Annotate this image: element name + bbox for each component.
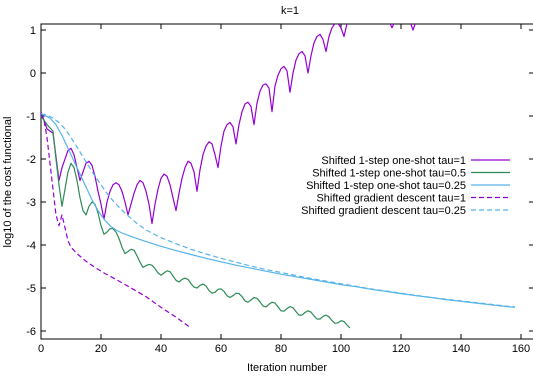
legend-label: Shifted gradient descent tau=1: [316, 193, 466, 205]
legend-label: Shifted 1-step one-shot tau=0.5: [312, 168, 466, 180]
legend-label: Shifted 1-step one-shot tau=1: [321, 155, 466, 167]
y-tick-label: -5: [26, 283, 36, 295]
series-line-1: [41, 24, 416, 225]
y-tick-label: 0: [30, 68, 36, 80]
y-tick-label: -3: [26, 197, 36, 209]
legend-label: Shifted 1-step one-shot tau=0.25: [306, 180, 466, 192]
x-tick-label: 140: [452, 343, 470, 355]
x-tick-label: 100: [332, 343, 350, 355]
y-tick-label: -6: [26, 326, 36, 338]
x-tick-label: 0: [38, 343, 44, 355]
x-axis-label: Iteration number: [247, 362, 327, 374]
x-tick-label: 160: [512, 343, 530, 355]
series-lines: [41, 24, 516, 329]
x-tick-label: 120: [392, 343, 410, 355]
y-tick-label: -1: [26, 111, 36, 123]
y-tick-label: -4: [26, 240, 36, 252]
y-tick-label: -2: [26, 154, 36, 166]
series-line-4: [41, 113, 192, 329]
legend-label: Shifted gradient descent tau=0.25: [301, 205, 466, 217]
x-tick-label: 80: [275, 343, 287, 355]
y-tick-label: 1: [30, 25, 36, 37]
axis-ticks: 0 20 40 60 80 100 120 140 160 1 0 -1 -2 -3 -4 -5 -6: [26, 24, 533, 355]
y-axis-label: log10 of the cost functional: [2, 117, 14, 248]
plot-frame: [40, 23, 533, 340]
series-line-5: [41, 113, 516, 308]
x-tick-label: 40: [155, 343, 167, 355]
x-tick-label: 60: [215, 343, 227, 355]
x-tick-label: 20: [95, 343, 107, 355]
chart-title: k=1: [281, 5, 299, 17]
series-line-2: [41, 115, 351, 329]
